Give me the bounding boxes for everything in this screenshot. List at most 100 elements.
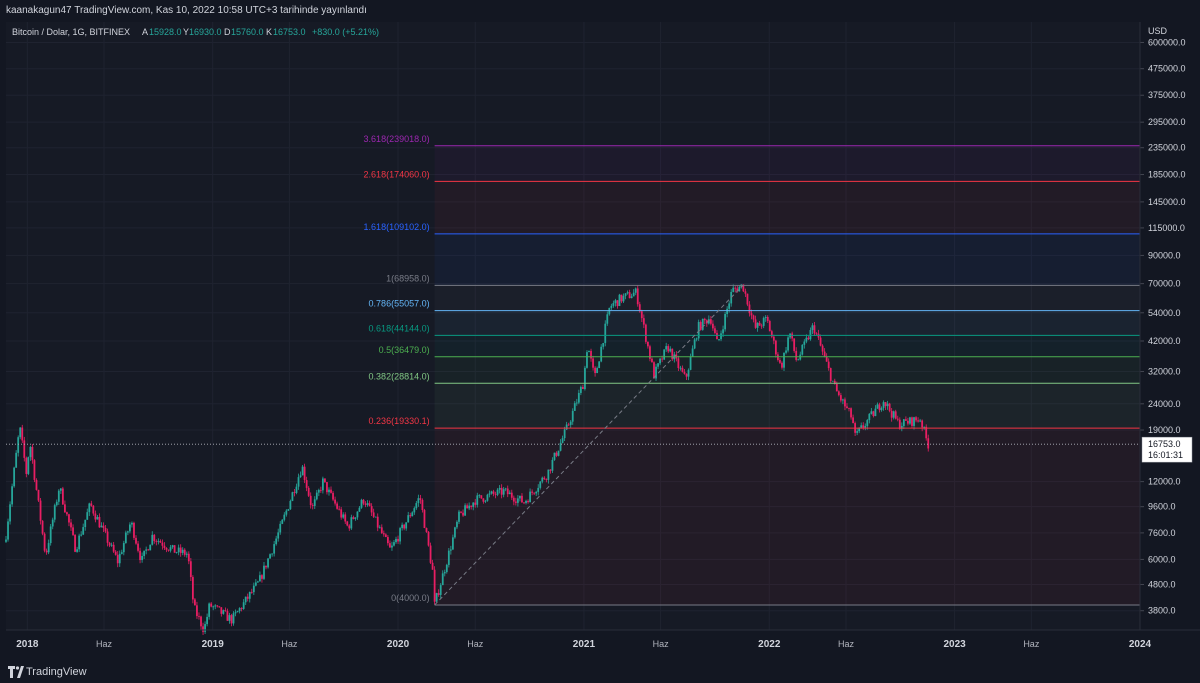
candle: [102, 522, 105, 532]
candle: [372, 508, 375, 518]
open-value: 15928.0: [149, 27, 182, 37]
candle: [17, 435, 20, 457]
candle: [100, 522, 103, 528]
candle-body: [364, 503, 367, 505]
candle-body: [275, 538, 278, 545]
candle-body: [577, 392, 580, 403]
chart-pane[interactable]: [6, 22, 1140, 630]
candle-body: [417, 498, 420, 504]
candle: [340, 506, 343, 520]
candle-body: [874, 408, 877, 417]
candle: [884, 402, 887, 410]
candle: [559, 439, 562, 452]
price-chart[interactable]: 3.618(239018.0) 2.618(174060.0) 1.618(1091…: [0, 22, 1200, 661]
candle: [677, 355, 680, 372]
candle-body: [374, 516, 377, 518]
candle-body: [141, 555, 144, 561]
time-axis-pane[interactable]: [6, 630, 1200, 661]
candle: [151, 531, 154, 546]
candle-body: [259, 575, 261, 582]
fib-levels: 3.618(239018.0) 2.618(174060.0) 1.618(1091…: [364, 134, 1140, 606]
candle-body: [860, 425, 863, 428]
chart-frame[interactable]: 3.618(239018.0) 2.618(174060.0) 1.618(1091…: [0, 22, 1200, 661]
candle-body: [699, 321, 702, 330]
candle-body: [612, 303, 615, 306]
candle: [167, 549, 170, 552]
candle: [342, 512, 345, 519]
candle: [68, 513, 70, 527]
candle: [516, 495, 519, 507]
candle: [403, 523, 406, 531]
candle: [716, 330, 718, 340]
candle-body: [252, 585, 255, 593]
candle-body: [277, 532, 280, 539]
candle: [896, 415, 899, 422]
candle: [608, 307, 611, 316]
candle: [106, 528, 109, 547]
candle: [238, 607, 241, 614]
candle-body: [602, 343, 605, 347]
candle-body: [512, 497, 515, 502]
candle-body: [78, 535, 81, 550]
candle: [685, 373, 688, 381]
candle-body: [697, 321, 700, 339]
candle-body: [287, 509, 290, 511]
candle: [443, 569, 446, 577]
candle: [795, 347, 798, 362]
candle-body: [415, 503, 418, 509]
candle: [856, 428, 859, 436]
candle: [66, 511, 68, 517]
current-price-value: 16753.0: [1148, 439, 1181, 449]
candle: [236, 610, 239, 613]
candle-body: [244, 596, 247, 603]
candle-body: [265, 565, 267, 568]
fib-level-label: 1(68958.0): [386, 273, 430, 283]
candle-body: [746, 293, 749, 305]
candle-body: [738, 286, 741, 292]
candle-body: [913, 417, 915, 426]
candle-body: [555, 452, 558, 456]
candle-body: [254, 582, 257, 586]
candle-body: [57, 490, 60, 502]
candle-body: [411, 512, 414, 517]
candle: [579, 385, 582, 396]
candle: [220, 607, 223, 617]
candle-body: [728, 303, 731, 309]
candle-body: [837, 391, 840, 396]
candle: [370, 503, 373, 516]
candle: [468, 502, 471, 511]
candle-body: [11, 486, 13, 505]
candle-body: [336, 503, 339, 509]
candle: [624, 293, 627, 300]
candle-body: [147, 549, 150, 551]
candle: [143, 550, 146, 560]
candle: [303, 463, 306, 484]
candle-body: [722, 329, 724, 334]
candle-body: [718, 339, 720, 340]
candle: [319, 486, 322, 493]
candle: [259, 571, 261, 582]
candle-body: [114, 551, 117, 555]
candle-body: [183, 549, 186, 555]
candle-body: [896, 418, 899, 420]
candle-body: [155, 541, 158, 542]
candle-body: [850, 408, 852, 418]
candle-body: [226, 611, 229, 621]
price-axis-pane[interactable]: [1140, 22, 1200, 630]
candle-body: [750, 313, 753, 316]
candle-body: [238, 608, 241, 612]
candle-body: [96, 516, 99, 520]
y-tick-label: 32000.0: [1148, 367, 1181, 377]
x-tick-label: Haz: [1023, 639, 1040, 649]
candle: [500, 484, 503, 499]
candle-body: [679, 367, 682, 369]
candle-body: [273, 544, 276, 554]
candle-body: [328, 489, 330, 493]
candle: [630, 293, 633, 299]
candle-body: [395, 538, 397, 543]
candle: [868, 413, 871, 424]
candle: [78, 533, 81, 553]
candle: [187, 551, 190, 565]
candle: [911, 416, 913, 429]
grid: [6, 22, 1141, 630]
